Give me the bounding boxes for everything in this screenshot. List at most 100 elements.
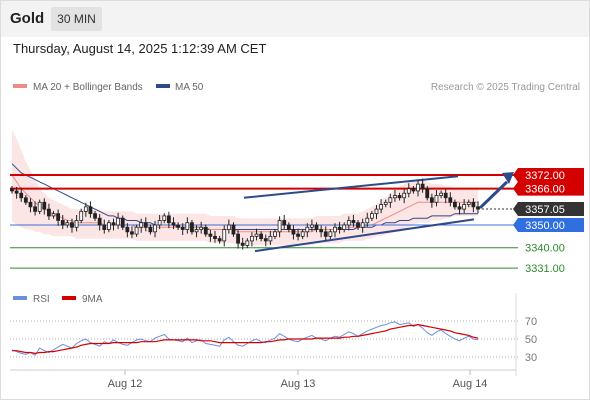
candle-down [47,208,51,217]
candle-up [310,224,314,228]
candle-up [462,204,467,210]
candle-up [51,213,56,217]
candle-up [254,233,259,237]
candle-up [374,208,379,215]
candle-down [125,226,130,233]
candle-down [476,206,480,210]
level-label-3366-00: 3366.00 [525,184,565,196]
x-tick-label: Aug 12 [108,378,143,390]
candle-up [194,229,199,233]
candle-up [65,222,70,226]
candle-down [70,222,74,228]
candle-down [208,233,213,237]
channel-lower-line [254,218,475,253]
candle-up [185,222,190,230]
candle-down [291,229,296,235]
candle-down [356,222,360,228]
candle-down [111,222,116,226]
candle-down [263,238,268,242]
legend-label-rsi: RSI [33,294,50,305]
candle-down [323,231,328,237]
candle-up [37,201,42,212]
candle-down [33,206,37,212]
x-tick-label: Aug 13 [281,378,316,390]
candle-down [314,224,319,230]
rsi-ma-line [12,323,479,355]
rsi-tick-70: 70 [525,316,537,328]
candle-down [240,242,245,246]
candle-up [333,226,337,233]
candle-down [120,217,125,228]
candle-up [383,201,388,205]
candle-down [56,213,61,221]
instrument-name: Gold [10,10,45,27]
candle-down [217,238,222,242]
candle-down [60,220,65,226]
candle-up [245,240,250,246]
legend-swatch-9ma [62,296,76,300]
candle-down [19,192,24,199]
candle-down [236,233,240,244]
candle-down [296,233,300,237]
x-tick-label: Aug 14 [453,378,488,390]
candle-up [402,192,407,199]
candle-up [226,224,231,230]
rsi-tick-50: 50 [525,334,537,346]
bollinger-band-fill [12,129,478,246]
candle-down [180,226,185,230]
level-label-3340-00: 3340.00 [525,243,565,255]
candle-up [342,224,347,230]
candle-up [466,201,471,205]
level-label-bg-3350-00 [513,218,584,232]
candle-up [346,220,351,226]
candle-up [134,226,139,235]
timeframe-button[interactable]: 30 MIN [51,7,102,31]
candle-down [176,224,180,228]
legend-label-9ma: 9MA [82,294,103,305]
level-label-3331-00: 3331.00 [525,263,565,275]
candle-down [213,235,217,240]
candle-down [286,224,291,230]
candle-up [416,183,420,192]
candle-down [143,222,148,228]
candle-down [259,233,264,240]
candle-down [319,229,324,233]
level-label-3350-00: 3350.00 [525,220,565,232]
candle-up [439,192,443,196]
candle-up [153,224,157,233]
candle-up [388,197,393,203]
candle-down [102,224,107,230]
candle-down [23,197,28,203]
candle-down [97,217,102,226]
candle-up [116,217,121,226]
candle-down [397,195,402,199]
level-label-bg-3372-00 [513,168,584,183]
candle-down [411,188,416,192]
candle-down [420,183,425,190]
candle-up [305,226,310,233]
legend-swatch-ma50 [156,84,170,88]
candle-down [453,201,457,208]
candle-down [429,197,434,203]
candle-up [250,235,254,242]
projection-arrow-head [502,172,514,184]
rsi-line [11,321,479,356]
rsi-tick-30: 30 [525,352,537,364]
candle-up [268,235,273,242]
level-label-3372-00: 3372.00 [525,170,565,182]
candle-down [471,201,476,208]
candle-down [10,188,14,192]
candle-down [231,224,236,235]
candle-down [88,206,93,215]
candle-up [222,229,227,242]
candle-up [360,222,365,228]
candle-up [79,210,84,221]
candle-up [139,222,144,228]
candle-up [74,220,79,228]
candle-down [425,188,430,199]
candle-up [365,217,370,224]
candle-down [166,215,171,224]
candle-down [28,201,33,208]
candle-up [162,215,167,221]
